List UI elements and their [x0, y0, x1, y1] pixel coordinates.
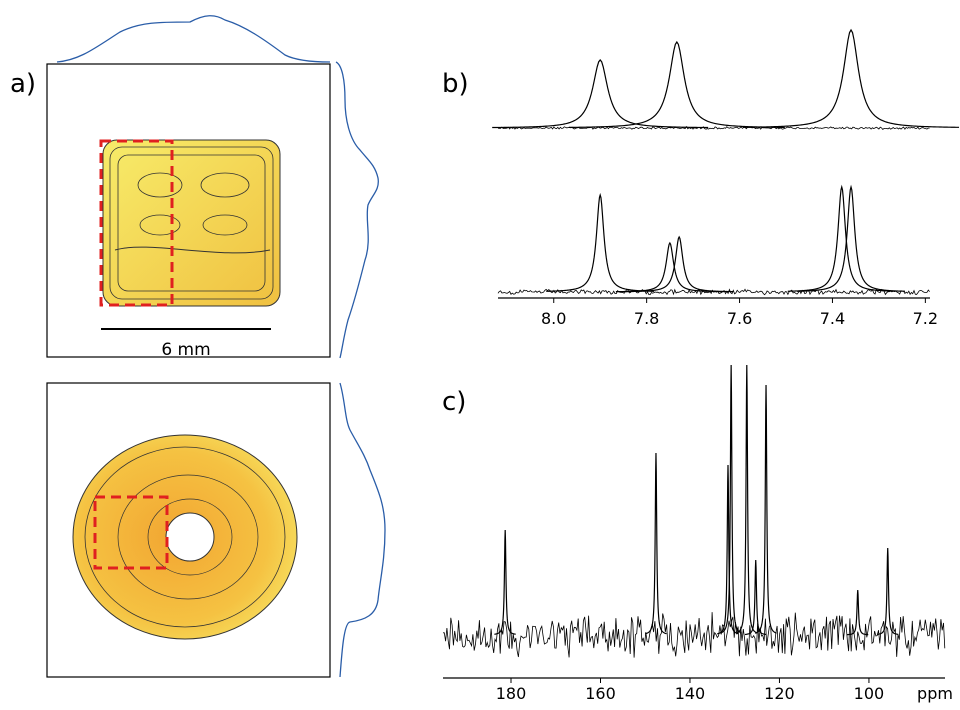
x-tick-label: 180 [496, 684, 527, 703]
baseline-noise [497, 125, 930, 130]
panel-label: a) [10, 69, 36, 99]
side-profile [335, 61, 379, 359]
roi-box [93, 495, 169, 570]
x-tick-label: 140 [675, 684, 706, 703]
top-profile [56, 15, 331, 63]
x-tick-label: 160 [585, 684, 616, 703]
x-tick-label: 7.4 [820, 309, 845, 328]
roi-box [99, 139, 174, 307]
peak [546, 192, 655, 292]
side-profile [339, 382, 386, 678]
peak [797, 184, 906, 292]
x-tick-label: 8.0 [541, 309, 566, 328]
x-tick-label: 100 [854, 684, 885, 703]
x-axis-label: ppm [917, 684, 953, 703]
panel-label: b) [442, 69, 469, 99]
peak [755, 384, 777, 634]
peak [615, 241, 724, 293]
peak [876, 547, 899, 635]
peak [846, 589, 869, 636]
x-tick-label: 120 [764, 684, 795, 703]
scale-bar-label: 6 mm [161, 340, 210, 360]
baseline-noise [443, 612, 946, 658]
x-tick-label: 7.2 [913, 309, 938, 328]
baseline-noise [497, 288, 930, 296]
peak [625, 235, 734, 293]
peak [720, 364, 742, 634]
peak [787, 184, 896, 292]
x-tick-label: 7.6 [727, 309, 752, 328]
peak [735, 364, 758, 634]
x-tick-label: 7.8 [634, 309, 659, 328]
square-sample [102, 139, 281, 307]
peak [494, 529, 516, 635]
peak [743, 28, 960, 128]
peak [645, 452, 667, 635]
peak [744, 559, 767, 636]
panel-label: c) [442, 387, 466, 417]
ring-sample [72, 434, 298, 640]
peak [568, 40, 785, 129]
peak [492, 59, 709, 129]
